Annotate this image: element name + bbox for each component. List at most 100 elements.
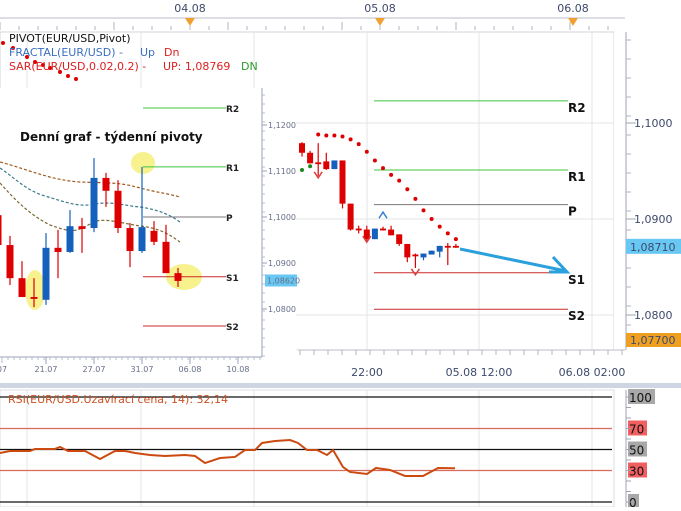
trend-arrow[interactable]	[459, 247, 571, 274]
pivot-label-s2: S2	[568, 309, 585, 323]
candles	[299, 142, 459, 268]
rsi-level-label: 0	[629, 496, 637, 507]
sar-dot	[356, 142, 361, 147]
sar-dot	[453, 237, 458, 242]
rsi-level-tag	[628, 420, 647, 436]
candle	[428, 250, 435, 255]
inset-pivot-label: R2	[226, 105, 239, 115]
current-price-label: 1,08710	[630, 241, 676, 254]
inset-date-label: 27.07	[83, 365, 106, 374]
rsi-level-tag	[628, 462, 647, 478]
sar-dot	[41, 63, 45, 67]
sar-dot	[340, 134, 345, 139]
inset-candle	[0, 215, 2, 246]
price-axis[interactable]: 1,1000 1,0900 1,0800 1,08710 1,07700	[614, 32, 681, 350]
candle	[331, 160, 338, 170]
candle	[355, 225, 362, 234]
inset-candle	[126, 222, 134, 268]
inset-candle	[162, 224, 170, 274]
inset-pivot-label: P	[226, 214, 233, 224]
top-date-label: 05.08	[364, 2, 396, 15]
inset-price-label: 1,1100	[268, 167, 296, 176]
legend-fractal[interactable]: FRACTAL(EUR/USD) -	[9, 46, 123, 59]
date-marker-icon[interactable]	[375, 18, 385, 26]
inset-date-label: 21.07	[35, 365, 58, 374]
rsi-title: RSI(EUR/USD.Uzavírací cena, 14): 32,14	[8, 393, 228, 406]
inset-candle	[30, 278, 38, 308]
rsi-panel[interactable]: RSI(EUR/USD.Uzavírací cena, 14): 32,14 1…	[0, 389, 655, 510]
pivot-label-s1: S1	[568, 273, 585, 287]
sar-dot	[308, 164, 313, 169]
candle	[347, 203, 354, 231]
legend-pivot[interactable]: PIVOT(EUR/USD,Pivot)	[9, 32, 131, 45]
sar-dot	[48, 66, 52, 70]
rsi-level-label: 70	[629, 423, 644, 437]
inset-price-label: 1,1200	[268, 121, 296, 130]
rsi-level-tag	[628, 389, 655, 404]
candle	[363, 225, 370, 242]
candle	[436, 245, 443, 258]
candle	[412, 253, 419, 268]
candle	[388, 225, 395, 236]
price-label: 1,0900	[634, 213, 673, 226]
pivot-label-p: P	[568, 205, 577, 219]
fractal-down-icon	[313, 171, 323, 180]
inset-price-label: 1,0800	[268, 305, 296, 314]
inset-current-price-tag	[265, 274, 297, 287]
pivot-label-r2: R2	[568, 101, 586, 115]
legend-sar-up: UP: 1,08769	[163, 60, 230, 73]
candle	[371, 228, 378, 240]
candle	[396, 234, 403, 246]
date-marker-icon[interactable]	[568, 18, 578, 26]
sar-dot	[413, 196, 418, 201]
top-time-axis: 04.08 05.08 06.08	[0, 0, 681, 32]
highlight-circle	[131, 152, 155, 174]
highlight-circle	[25, 270, 45, 310]
sar-dot	[405, 187, 410, 192]
sar-dot	[1, 41, 5, 45]
panel-splitter[interactable]	[0, 383, 681, 388]
candle	[380, 226, 386, 231]
sar-dots-left	[1, 41, 78, 81]
sar-dot	[300, 168, 304, 173]
sar-dot	[437, 224, 442, 229]
inset-date-label: 07	[0, 365, 7, 374]
inset-pivot-label: S1	[226, 274, 239, 284]
candle	[339, 160, 346, 209]
rsi-level-tag	[628, 494, 639, 509]
sar-dot	[316, 132, 321, 137]
inset-current-price-label: 1,08620	[267, 276, 300, 285]
inset-candle	[18, 261, 26, 298]
inset-price-label: 1,0900	[268, 259, 296, 268]
low-price-label: 1,07700	[630, 334, 676, 347]
price-label: 1,1000	[634, 117, 673, 130]
date-marker-icon[interactable]	[185, 18, 195, 26]
sar-dot	[33, 60, 37, 64]
rsi-line	[0, 439, 456, 477]
fractal-down-icon	[410, 268, 421, 277]
inset-date-label: 06.08	[179, 365, 202, 374]
sar-dot	[389, 172, 394, 177]
inset-candle	[138, 166, 146, 253]
bottom-time-axis: 22:00 05.08 12:00 06.08 02:00	[296, 349, 626, 383]
candle	[315, 143, 322, 176]
rsi-level-label: 30	[629, 465, 644, 479]
fractal-down-icon	[362, 235, 372, 244]
low-price-tag	[626, 333, 681, 347]
rsi-level-label: 50	[629, 444, 644, 458]
indicator-legend: PIVOT(EUR/USD,Pivot) FRACTAL(EUR/USD) - …	[9, 32, 258, 73]
legend-sar[interactable]: SAR(EUR/USD,0.02,0.2) -	[9, 60, 146, 73]
candle	[444, 243, 451, 266]
inset-date-label: 10.08	[227, 365, 250, 374]
candle	[420, 253, 427, 261]
inset-candle	[78, 217, 86, 253]
sar-dot	[66, 74, 70, 78]
rsi-level-tag	[628, 441, 647, 457]
inset-candle	[90, 158, 98, 233]
time-label: 22:00	[351, 366, 383, 379]
time-label: 06.08 02:00	[559, 366, 626, 379]
inset-candle	[150, 221, 158, 246]
inset-candle	[114, 180, 122, 234]
inset-candle	[66, 210, 74, 253]
sar-dot	[74, 77, 78, 81]
